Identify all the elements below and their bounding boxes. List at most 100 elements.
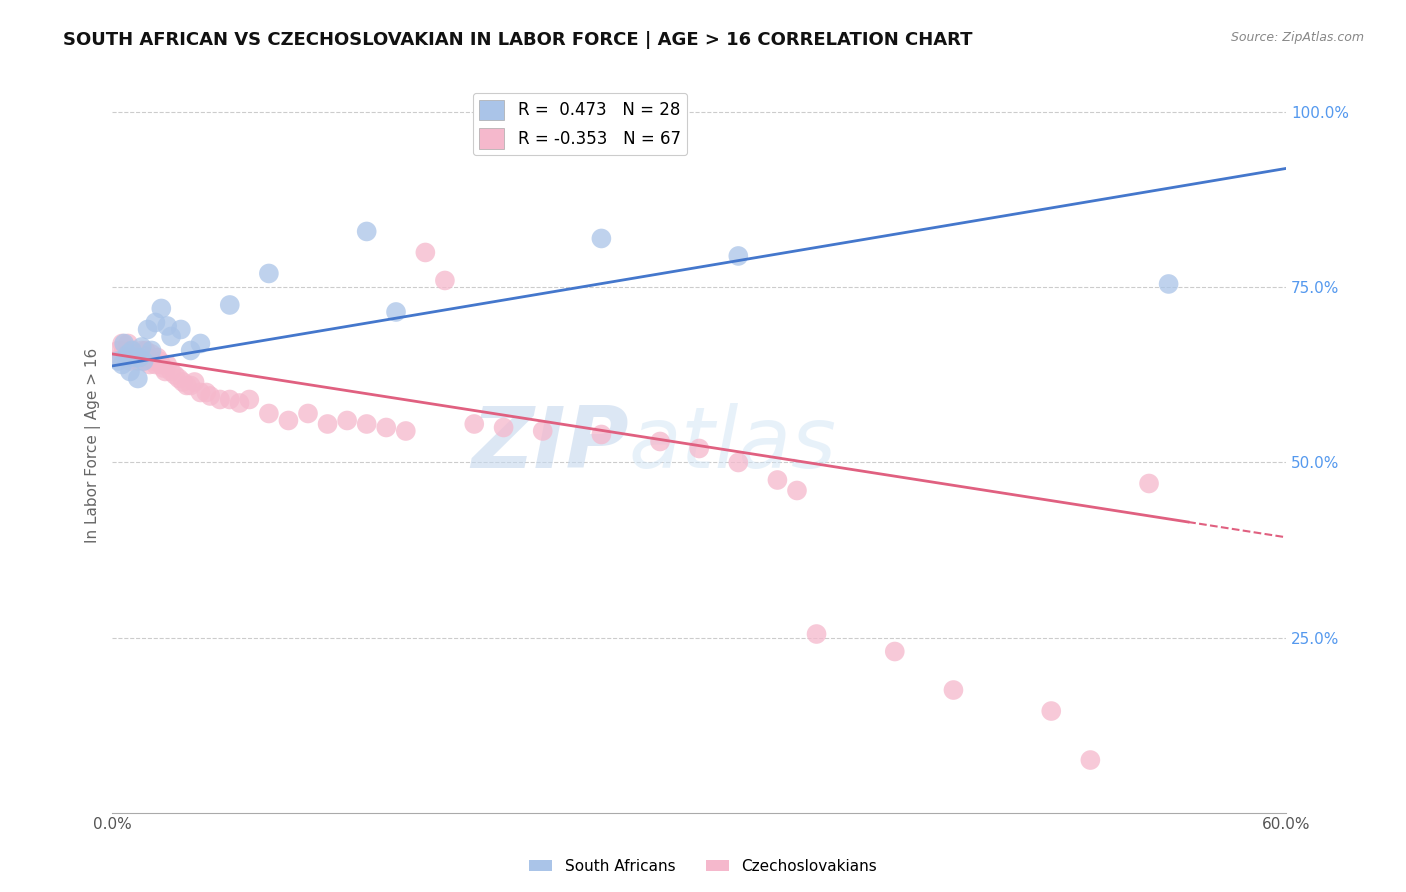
Point [127,354,149,368]
Point [180,378,202,392]
Point [786,483,808,498]
Point [208,392,231,407]
Point [385,305,408,319]
Point [356,417,378,431]
Point [218,298,240,312]
Point [131,351,153,365]
Point [591,427,613,442]
Point [688,442,710,456]
Point [150,301,173,316]
Point [167,371,190,385]
Point [155,364,177,378]
Text: atlas: atlas [628,403,837,486]
Point [146,351,169,365]
Point [160,329,183,343]
Y-axis label: In Labor Force | Age > 16: In Labor Force | Age > 16 [86,347,101,542]
Point [128,351,150,365]
Point [531,424,554,438]
Point [150,358,173,372]
Point [127,371,149,385]
Legend: South Africans, Czechoslovakians: South Africans, Czechoslovakians [523,853,883,880]
Point [942,683,965,698]
Point [395,424,418,438]
Point [176,378,198,392]
Point [433,273,456,287]
Text: ZIP: ZIP [471,403,628,486]
Point [148,354,170,368]
Point [492,420,515,434]
Point [277,413,299,427]
Text: Source: ZipAtlas.com: Source: ZipAtlas.com [1230,31,1364,45]
Point [121,343,143,358]
Point [190,385,212,400]
Point [156,358,179,372]
Point [163,368,186,382]
Point [131,343,153,358]
Point [136,351,159,365]
Point [257,407,280,421]
Point [297,407,319,421]
Point [727,249,749,263]
Point [195,385,218,400]
Point [375,420,398,434]
Point [115,351,138,365]
Point [766,473,789,487]
Point [156,318,179,333]
Point [152,361,174,376]
Point [1080,753,1102,767]
Point [356,224,378,238]
Point [136,322,159,336]
Point [132,354,155,368]
Point [228,396,250,410]
Point [117,347,139,361]
Point [170,322,193,336]
Point [160,364,183,378]
Point [128,347,150,361]
Legend: R =  0.473   N = 28, R = -0.353   N = 67: R = 0.473 N = 28, R = -0.353 N = 67 [472,93,688,155]
Point [135,343,157,358]
Point [141,347,163,361]
Point [591,231,613,245]
Point [172,375,194,389]
Point [180,343,202,358]
Point [190,336,212,351]
Point [107,343,129,358]
Point [257,267,280,281]
Point [336,413,359,427]
Point [112,336,135,351]
Point [1157,277,1180,291]
Point [200,389,222,403]
Point [118,354,141,368]
Point [142,354,165,368]
Point [118,364,141,378]
Point [1040,704,1063,718]
Point [111,336,134,351]
Point [238,392,260,407]
Point [806,627,828,641]
Point [727,455,749,469]
Point [122,347,145,361]
Point [415,245,437,260]
Point [141,343,163,358]
Text: SOUTH AFRICAN VS CZECHOSLOVAKIAN IN LABOR FORCE | AGE > 16 CORRELATION CHART: SOUTH AFRICAN VS CZECHOSLOVAKIAN IN LABO… [63,31,973,49]
Point [145,316,167,330]
Point [112,343,135,358]
Point [115,351,138,365]
Point [110,351,132,365]
Point [145,358,167,372]
Point [138,358,160,372]
Point [131,340,153,354]
Point [125,351,148,365]
Point [117,347,139,361]
Point [121,343,143,358]
Point [125,351,148,365]
Point [111,358,134,372]
Point [218,392,240,407]
Point [107,354,129,368]
Point [117,336,139,351]
Point [316,417,339,431]
Point [183,375,205,389]
Point [883,644,905,658]
Point [132,354,155,368]
Point [463,417,485,431]
